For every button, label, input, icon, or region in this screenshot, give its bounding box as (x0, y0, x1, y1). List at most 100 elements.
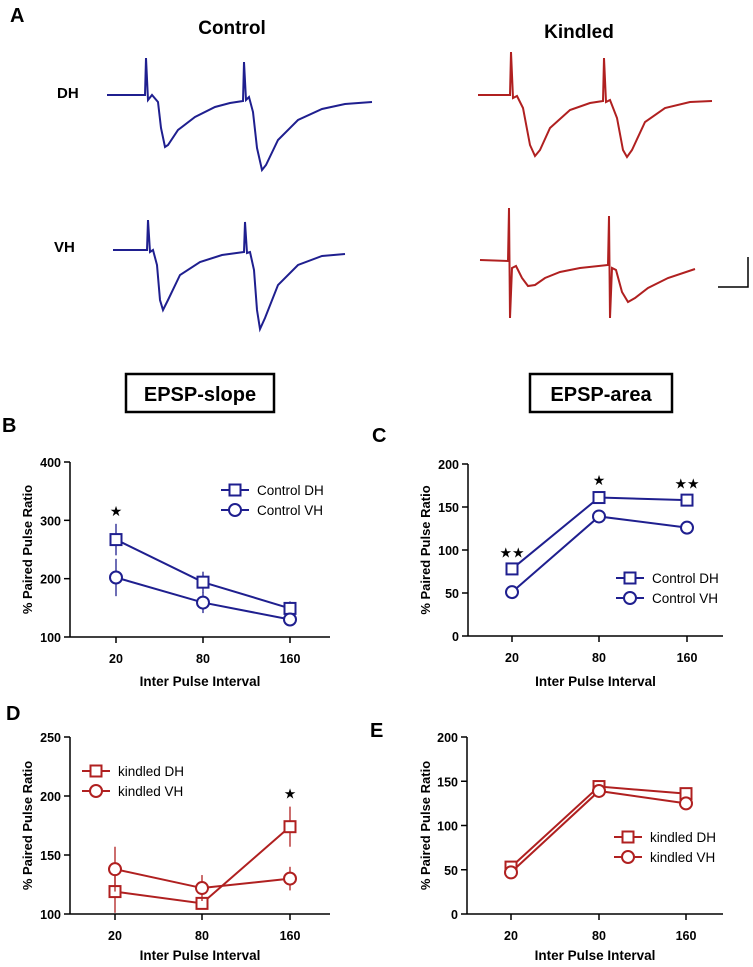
y-tick-label: 200 (40, 573, 61, 587)
y-tick-label: 150 (438, 501, 459, 515)
legend-marker (228, 503, 242, 517)
series-kindled-vh (504, 783, 693, 880)
y-tick-label: 100 (40, 908, 61, 922)
label-epsp-area: EPSP-area (550, 384, 652, 406)
legend: kindled DH kindled VH (614, 830, 716, 865)
y-tick-label: 0 (451, 908, 458, 922)
x-axis-label: Inter Pulse Interval (535, 674, 656, 689)
panel-letter: D (6, 703, 20, 725)
significance-star: ★★ (674, 476, 699, 492)
x-axis-label: Inter Pulse Interval (140, 948, 261, 963)
data-point (196, 575, 210, 589)
y-tick-label: 150 (437, 775, 458, 789)
legend-label: kindled VH (650, 850, 715, 865)
row-label-vh: VH (54, 239, 75, 256)
x-tick-label: 20 (504, 929, 518, 943)
legend-label: Control DH (257, 483, 324, 498)
y-tick-label: 300 (40, 514, 61, 528)
data-point (283, 601, 297, 615)
panel-letter-a: A (10, 5, 24, 27)
data-point (109, 570, 123, 585)
x-tick-label: 80 (592, 651, 606, 665)
y-tick-label: 200 (40, 790, 61, 804)
label-epsp-slope: EPSP-slope (144, 384, 256, 406)
data-point (109, 533, 123, 547)
data-point (680, 493, 694, 507)
significance-star: ★ (110, 503, 123, 519)
x-tick-label: 20 (505, 651, 519, 665)
chart-e: E 0 50 100 150 200 20 80 160 Inter Pulse Interval… (370, 720, 723, 963)
trace-control-vh (113, 219, 346, 333)
y-tick-label: 100 (438, 544, 459, 558)
y-axis-label: % Paired Pulse Ratio (418, 761, 433, 890)
legend: Control DH Control VH (616, 571, 719, 606)
legend-marker (623, 591, 637, 605)
data-point (195, 881, 209, 896)
y-tick-label: 200 (437, 731, 458, 745)
x-tick-label: 160 (677, 651, 698, 665)
scale-bar (718, 257, 749, 288)
data-point (592, 491, 606, 505)
significance-star: ★ (284, 786, 297, 802)
x-tick-label: 160 (280, 929, 301, 943)
y-tick-label: 100 (40, 631, 61, 645)
data-point (196, 595, 210, 610)
data-point (108, 862, 122, 877)
significance-star: ★★ (499, 544, 524, 560)
y-tick-label: 100 (437, 820, 458, 834)
y-axis-label: % Paired Pulse Ratio (418, 485, 433, 614)
data-point (283, 612, 297, 627)
row-label-dh: DH (57, 85, 79, 102)
chart-c: C 0 50 100 150 200 20 80 160 Inter Pulse Interval… (372, 425, 723, 689)
trace-control-dh (107, 57, 373, 173)
legend-label: kindled DH (650, 830, 716, 845)
x-axis-label: Inter Pulse Interval (140, 674, 261, 689)
x-tick-label: 20 (109, 652, 123, 666)
y-tick-label: 400 (40, 456, 61, 470)
data-point (679, 796, 693, 811)
y-tick-label: 200 (438, 458, 459, 472)
legend-marker (228, 483, 242, 497)
legend: kindled DH kindled VH (82, 764, 184, 799)
legend-label: Control DH (652, 571, 719, 586)
x-tick-label: 80 (195, 929, 209, 943)
legend-label: kindled DH (118, 764, 184, 779)
series-control-vh (505, 509, 694, 600)
chart-b: B 100 200 300 400 20 80 160 Inter Pulse Interval… (2, 415, 330, 689)
label-box-epsp-area (528, 372, 674, 414)
legend-label: kindled VH (118, 784, 183, 799)
column-title-control: Control (198, 18, 266, 39)
legend-marker (621, 850, 635, 864)
series-control-vh (109, 558, 297, 627)
panel-letter: E (370, 720, 383, 742)
series-control-dh (109, 523, 297, 616)
y-axis-label: % Paired Pulse Ratio (20, 485, 35, 614)
trace-kindled-vh (479, 207, 696, 319)
panel-a: A Control Kindled DH VH EPSP-slope EPSP-… (10, 5, 749, 414)
trace-kindled-dh (478, 51, 713, 159)
y-axis-label: % Paired Pulse Ratio (20, 761, 35, 890)
series-control-dh (505, 491, 694, 576)
x-tick-label: 160 (280, 652, 301, 666)
chart-d: D 100 150 200 250 20 80 160 Inter Pulse Interval… (6, 703, 330, 963)
panel-letter: C (372, 425, 386, 447)
significance-star: ★ (593, 472, 606, 488)
legend-label: Control VH (257, 503, 323, 518)
x-tick-label: 80 (196, 652, 210, 666)
data-point (505, 562, 519, 576)
data-point (504, 865, 518, 880)
data-point (505, 585, 519, 600)
y-tick-label: 50 (444, 864, 458, 878)
x-tick-label: 160 (676, 929, 697, 943)
x-tick-label: 80 (592, 929, 606, 943)
y-tick-label: 150 (40, 849, 61, 863)
data-point (592, 783, 606, 798)
legend-marker (89, 784, 103, 798)
label-box-epsp-slope (124, 372, 276, 414)
y-tick-label: 0 (452, 630, 459, 644)
series-line (511, 496, 688, 570)
data-point (283, 820, 297, 834)
legend-marker (621, 830, 635, 844)
legend-marker (623, 571, 637, 585)
